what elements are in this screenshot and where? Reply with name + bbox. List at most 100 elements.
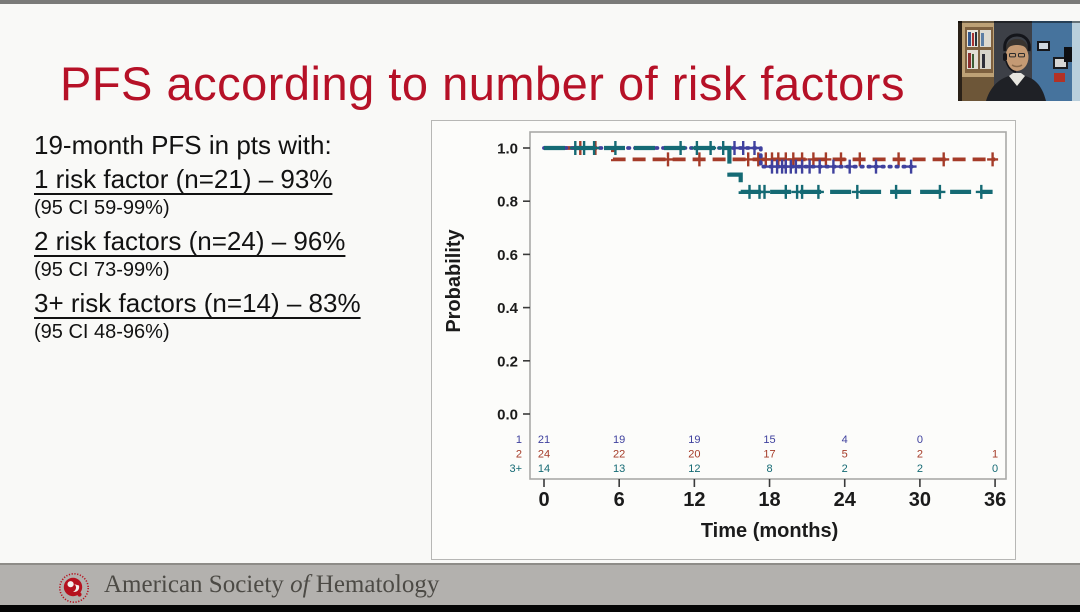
ash-logo-text-ring	[59, 573, 89, 603]
svg-text:0.4: 0.4	[497, 300, 519, 317]
censor-mark	[796, 184, 808, 199]
censor-mark	[814, 159, 826, 174]
org-name-pre: American Society	[104, 571, 291, 598]
censor-mark	[744, 184, 755, 199]
at-risk-value: 0	[917, 434, 923, 446]
pfs-stats-block: 19-month PFS in pts with: 1 risk factor …	[34, 132, 361, 352]
glasses	[1009, 53, 1016, 58]
svg-text:1.0: 1.0	[497, 141, 518, 158]
at-risk-value: 20	[688, 449, 700, 461]
at-risk-value: 2	[917, 449, 923, 461]
headset-mic	[1005, 60, 1017, 73]
svg-text:0.0: 0.0	[497, 407, 518, 424]
censor-mark	[662, 152, 674, 167]
censor-mark	[693, 152, 705, 167]
at-risk-value: 2	[842, 463, 848, 475]
top-strip	[0, 0, 1080, 4]
slide-title: PFS according to number of risk factors	[60, 57, 905, 110]
y-axis-title: Probability	[443, 228, 465, 332]
ash-logo-icon	[59, 573, 89, 603]
svg-text:0.6: 0.6	[497, 247, 518, 264]
censor-mark	[737, 141, 749, 155]
censor-mark	[844, 159, 856, 174]
at-risk-value: 21	[538, 434, 550, 446]
at-risk-value: 14	[538, 463, 550, 475]
censor-mark	[780, 184, 792, 199]
at-risk-value: 5	[842, 449, 848, 461]
at-risk-value: 1	[992, 449, 998, 461]
at-risk-value: 17	[763, 449, 775, 461]
x-axis: 0 6 12 18 24 30 36 Time (months)	[538, 479, 1006, 542]
at-risk-value: 4	[842, 434, 848, 446]
at-risk-value: 19	[688, 434, 700, 446]
presenter-video[interactable]	[958, 21, 1080, 101]
org-name: American Society of Hematology	[104, 571, 439, 599]
y-axis: 1.0 0.8 0.6 0.4 0.2 0.0 Probability	[443, 141, 530, 424]
footer: American Society of Hematology	[0, 563, 1080, 612]
org-name-post: Hematology	[309, 571, 440, 598]
censor-mark	[742, 152, 754, 167]
svg-text:0.2: 0.2	[497, 353, 518, 370]
plot-frame	[529, 131, 1007, 480]
censor-mark	[691, 141, 703, 155]
slide: PFS according to number of risk factors …	[0, 4, 1080, 563]
censor-mark	[812, 184, 824, 199]
censor-mark	[893, 152, 905, 167]
censor-mark	[820, 152, 832, 167]
stat-ci-3rf: (95 CI 48-96%)	[34, 321, 170, 343]
censor-mark	[938, 152, 950, 167]
svg-text:12: 12	[683, 489, 705, 511]
svg-text:6: 6	[614, 489, 625, 511]
censor-mark	[749, 141, 760, 155]
censor-mark	[609, 141, 621, 155]
stat-ci-1rf: (95 CI 59-99%)	[34, 197, 170, 219]
censor-mark	[854, 152, 866, 167]
censor-mark	[870, 159, 882, 174]
x-axis-title: Time (months)	[701, 520, 838, 542]
km-curve-1-risk-factor	[542, 141, 917, 174]
censor-mark	[934, 184, 946, 199]
km-curve-2-risk-factors	[544, 141, 999, 167]
censor-mark	[717, 141, 729, 155]
window-light	[1072, 21, 1080, 101]
km-chart-panel: 1.0 0.8 0.6 0.4 0.2 0.0 Probability 0 6 12 18 24 30 3…	[431, 120, 1016, 560]
at-risk-value: 13	[613, 463, 625, 475]
svg-text:36: 36	[984, 489, 1006, 511]
stat-line-3rf: 3+ risk factors (n=14) – 83%	[34, 288, 361, 318]
censor-mark	[975, 184, 987, 199]
censor-mark	[804, 159, 816, 174]
censor-mark	[759, 184, 770, 199]
bookshelf	[965, 27, 993, 73]
at-risk-value: 2	[917, 463, 923, 475]
censor-mark	[578, 141, 590, 155]
at-risk-value: 0	[992, 463, 998, 475]
at-risk-value: 22	[613, 449, 625, 461]
censor-mark	[835, 152, 847, 167]
censor-mark	[905, 159, 917, 174]
at-risk-value: 19	[613, 434, 625, 446]
footer-bar: American Society of Hematology	[0, 565, 1080, 605]
svg-text:18: 18	[758, 489, 780, 511]
headset-earcup	[1003, 53, 1007, 61]
at-risk-table: 1 21 19 19 15 4 02 24 22 20 17 5 2 13+ 14 13 12 8 2 2 0	[509, 434, 998, 475]
presenter	[986, 33, 1046, 101]
stats-heading: 19-month PFS in pts with:	[34, 130, 332, 160]
stat-line-2rf: 2 risk factors (n=24) – 96%	[34, 226, 346, 256]
footer-black-strip	[0, 605, 1080, 612]
km-curve-3-risk-factors	[544, 141, 993, 199]
headset-band	[1003, 33, 1031, 52]
svg-text:30: 30	[909, 489, 931, 511]
censor-mark	[588, 141, 600, 155]
svg-text:24: 24	[834, 489, 857, 511]
censor-mark	[827, 159, 839, 174]
stat-ci-2rf: (95 CI 73-99%)	[34, 259, 170, 281]
censor-mark	[890, 184, 902, 199]
svg-text:0.8: 0.8	[497, 194, 518, 211]
censor-mark	[987, 152, 999, 167]
at-risk-value: 24	[538, 449, 550, 461]
at-risk-row-label: 2	[516, 449, 522, 461]
org-name-of: of	[290, 571, 310, 598]
presenter-video-frame	[958, 21, 1080, 101]
